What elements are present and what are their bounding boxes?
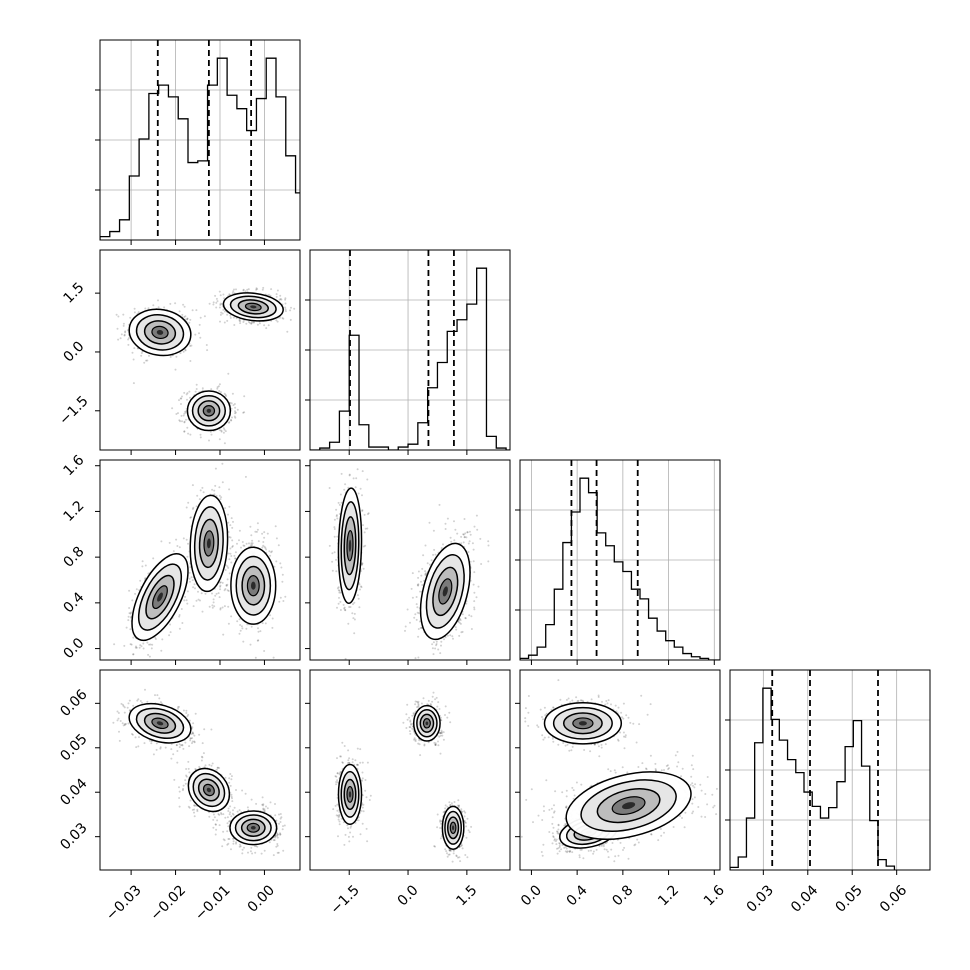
panel-frame <box>99 669 301 871</box>
mode-3 <box>441 805 465 851</box>
y-tick-label: 0.4 <box>60 589 87 616</box>
x-tick-label: 0.8 <box>609 882 636 909</box>
density-panel-p2-p3 <box>305 459 511 665</box>
x-tick-label: 1.6 <box>701 882 728 909</box>
y-tick-label: 0.04 <box>57 775 90 808</box>
mode-1 <box>337 487 363 605</box>
x-tick-label: 0.0 <box>518 882 545 909</box>
y-tick-label: 0.0 <box>60 635 87 662</box>
x-tick-label: 0.4 <box>564 882 591 909</box>
y-tick-label: −1.5 <box>56 393 91 428</box>
mode-2 <box>412 704 441 742</box>
density-peak <box>206 408 212 413</box>
density-peak <box>451 825 455 831</box>
mode-3 <box>565 771 692 840</box>
x-tick-label: 0.04 <box>788 882 821 915</box>
x-tick-label: 1.5 <box>453 882 480 909</box>
panel-frame <box>99 459 301 661</box>
y-tick-label: 1.2 <box>60 498 87 525</box>
density-panel-p1-p4: 0.03 0.04 0.05 0.06 −0.03 −0.02 −0.01 0.00 <box>57 669 301 924</box>
panel-frame <box>519 669 721 871</box>
density-peak <box>156 329 164 335</box>
histogram-p1 <box>100 57 300 240</box>
x-tick-label: 0.0 <box>395 882 422 909</box>
panel-background <box>310 670 510 870</box>
histogram-p4 <box>730 687 896 870</box>
density-panel-p2-p4: −1.5 0.0 1.5 <box>305 669 511 918</box>
density-peak <box>157 592 163 602</box>
density-peak <box>348 539 352 552</box>
histogram-panel-p1 <box>95 39 301 245</box>
y-tick-label: 0.8 <box>60 544 87 571</box>
x-tick-label: −0.01 <box>192 882 234 924</box>
density-panel-p3-p4: 0.0 0.4 0.8 1.2 1.6 <box>515 669 728 909</box>
density-peak <box>206 538 211 549</box>
mode-1 <box>131 553 189 642</box>
x-tick-label: 0.05 <box>832 882 865 915</box>
mode-1 <box>337 763 363 826</box>
histogram-panel-p3 <box>515 459 721 665</box>
mode-3 <box>230 546 277 625</box>
y-tick-label: 0.0 <box>60 338 87 365</box>
density-peak <box>622 802 636 810</box>
panel-background <box>520 670 720 870</box>
panel-frame <box>309 459 511 661</box>
mode-1 <box>128 308 192 357</box>
mode-2 <box>189 494 229 593</box>
x-tick-label: 0.00 <box>245 882 278 915</box>
x-tick-label: 0.06 <box>877 882 910 915</box>
x-tick-label: −0.02 <box>148 882 190 924</box>
panel-frame <box>309 669 511 871</box>
mode-3 <box>229 810 278 846</box>
x-tick-label: −0.03 <box>103 882 145 924</box>
density-panel-p1-p3: 0.0 0.4 0.8 1.2 1.6 <box>60 452 301 665</box>
histogram-p3 <box>520 477 720 660</box>
mode-2 <box>419 542 471 641</box>
panel-frame <box>99 249 301 451</box>
density-peak <box>250 826 256 830</box>
density-peak <box>206 787 212 793</box>
density-peak <box>250 581 256 590</box>
mode-2 <box>187 767 231 813</box>
x-tick-label: −1.5 <box>327 882 362 917</box>
y-tick-label: 1.6 <box>60 452 87 479</box>
histogram-panel-p2 <box>305 249 511 455</box>
x-tick-label: 0.03 <box>744 882 777 915</box>
mode-2 <box>186 390 232 432</box>
y-tick-label: 0.06 <box>57 687 90 720</box>
y-tick-label: 1.5 <box>60 280 87 307</box>
y-tick-label: 0.03 <box>57 820 90 853</box>
y-tick-label: 0.05 <box>57 731 90 764</box>
density-peak <box>425 721 429 726</box>
density-peak <box>250 305 257 309</box>
histogram-p2 <box>310 267 510 450</box>
mode-1 <box>543 702 623 745</box>
x-tick-label: 1.2 <box>655 882 682 909</box>
density-peak <box>442 586 448 597</box>
density-peak <box>156 721 164 726</box>
density-panel-p1-p2: −1.5 0.0 1.5 <box>56 249 301 455</box>
mode-3 <box>222 292 284 322</box>
density-peak <box>348 791 352 798</box>
histogram-panel-p4: 0.03 0.04 0.05 0.06 <box>725 669 931 916</box>
mode-1 <box>128 702 192 744</box>
density-peak <box>578 721 587 726</box>
